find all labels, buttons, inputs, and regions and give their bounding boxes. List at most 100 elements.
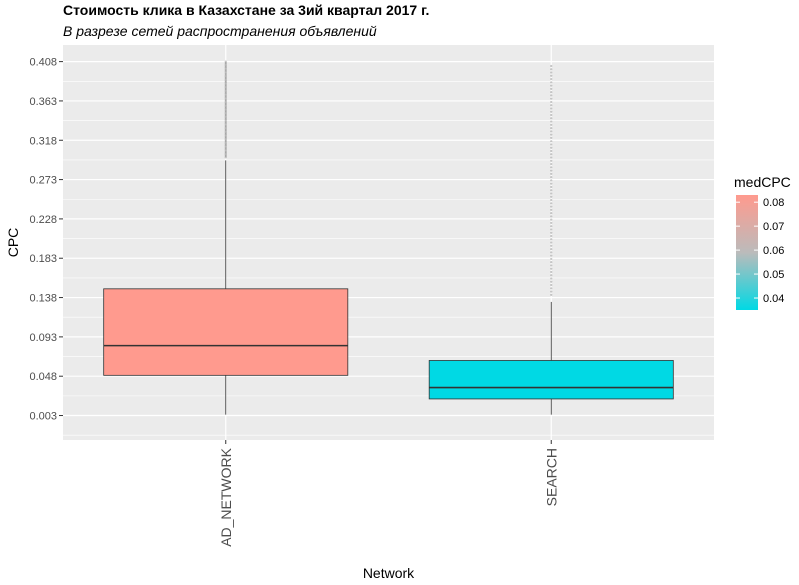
outlier-point	[224, 154, 227, 158]
outlier-point	[224, 122, 227, 125]
outlier-point	[224, 82, 227, 85]
outlier-point	[550, 221, 553, 225]
outlier-point	[224, 145, 227, 148]
outlier-point	[550, 143, 553, 146]
outlier-point	[224, 71, 227, 74]
outlier-point	[550, 290, 553, 293]
outlier-point	[224, 138, 227, 141]
outlier-point	[224, 141, 227, 144]
outlier-point	[550, 91, 553, 94]
y-tick-label: 0.318	[29, 135, 57, 147]
outlier-point	[224, 83, 227, 86]
outlier-point	[224, 135, 227, 138]
x-tick-label: AD_NETWORK	[218, 447, 234, 546]
outlier-point	[224, 85, 227, 88]
outlier-point	[550, 97, 553, 100]
outlier-point	[224, 105, 227, 108]
outlier-point	[224, 90, 227, 93]
outlier-point	[550, 254, 553, 257]
boxes-layer	[103, 60, 674, 415]
outlier-point	[224, 75, 227, 78]
outlier-point	[550, 64, 553, 68]
outlier-point	[224, 104, 227, 107]
y-tick-label: 0.003	[29, 411, 57, 423]
outlier-point	[550, 274, 553, 277]
outlier-point	[224, 78, 227, 81]
outlier-point	[550, 231, 553, 234]
outlier-point	[224, 115, 227, 118]
outlier-point	[224, 79, 227, 82]
outlier-point	[550, 238, 553, 241]
outlier-point	[224, 131, 227, 134]
iqr-box	[428, 360, 674, 400]
outlier-point	[550, 228, 553, 231]
outlier-point	[550, 257, 553, 260]
outlier-point	[550, 153, 553, 156]
outlier-point	[224, 96, 227, 99]
outlier-point	[224, 142, 227, 145]
outlier-point	[224, 100, 227, 103]
outlier-point	[224, 109, 227, 112]
outlier-point	[224, 117, 227, 121]
outlier-point	[550, 159, 553, 162]
y-axis: 0.003 0.048 0.093 0.138 0.183 0.228 0.273 0.318…	[29, 57, 63, 423]
legend-tick-label: 0.08	[763, 197, 784, 209]
outlier-point	[550, 172, 553, 175]
y-tick-label: 0.408	[29, 57, 57, 69]
outlier-point	[550, 202, 553, 205]
outlier-point	[224, 86, 227, 89]
outlier-point	[224, 152, 227, 155]
outlier-point	[224, 156, 227, 159]
outlier-point	[550, 120, 553, 123]
outlier-point	[550, 146, 553, 149]
grid-lines	[63, 45, 714, 440]
box-ad-network	[103, 60, 349, 415]
y-tick-label: 0.183	[29, 253, 57, 265]
outlier-point	[224, 126, 227, 129]
outlier-point	[550, 71, 553, 74]
outlier-point	[224, 101, 227, 104]
outlier-point	[550, 244, 553, 247]
outlier-point	[550, 74, 553, 77]
outlier-point	[550, 68, 553, 71]
outlier-point	[550, 212, 553, 215]
outlier-point	[224, 76, 227, 80]
outlier-point	[550, 84, 553, 87]
x-axis: AD_NETWORK SEARCH	[218, 440, 559, 547]
legend-ticks: 0.08 0.07 0.06 0.05 0.04	[736, 197, 784, 305]
outlier-point	[550, 241, 553, 244]
legend-title: medCPC	[734, 174, 791, 190]
outlier-point	[550, 185, 553, 189]
outlier-point	[224, 124, 227, 128]
outlier-point	[550, 77, 553, 81]
x-axis-title: Network	[363, 565, 415, 581]
outlier-point	[550, 215, 553, 218]
outlier-point	[224, 143, 227, 147]
outlier-point	[550, 81, 553, 84]
outlier-point	[550, 287, 553, 290]
outlier-point	[224, 153, 227, 156]
outlier-point	[550, 166, 553, 169]
outlier-point	[550, 156, 553, 159]
outlier-point	[550, 198, 553, 202]
outlier-point	[550, 280, 553, 283]
outlier-point	[224, 65, 227, 69]
outlier-point	[224, 72, 227, 76]
outlier-point	[224, 128, 227, 132]
outlier-point	[224, 130, 227, 133]
outlier-point	[224, 112, 227, 115]
outlier-point	[224, 123, 227, 126]
outlier-point	[224, 97, 227, 100]
outlier-point	[550, 182, 553, 185]
outlier-point	[224, 120, 227, 123]
outlier-point	[550, 225, 553, 228]
outlier-point	[550, 149, 553, 153]
y-tick-label: 0.093	[29, 332, 57, 344]
legend-tick-label: 0.05	[763, 269, 784, 281]
outlier-point	[224, 63, 227, 66]
outlier-point	[224, 98, 227, 102]
outlier-point	[550, 261, 553, 264]
chart-subtitle: В разрезе сетей распространения объявлен…	[63, 23, 377, 39]
outlier-point	[224, 91, 227, 95]
outlier-point	[550, 107, 553, 110]
